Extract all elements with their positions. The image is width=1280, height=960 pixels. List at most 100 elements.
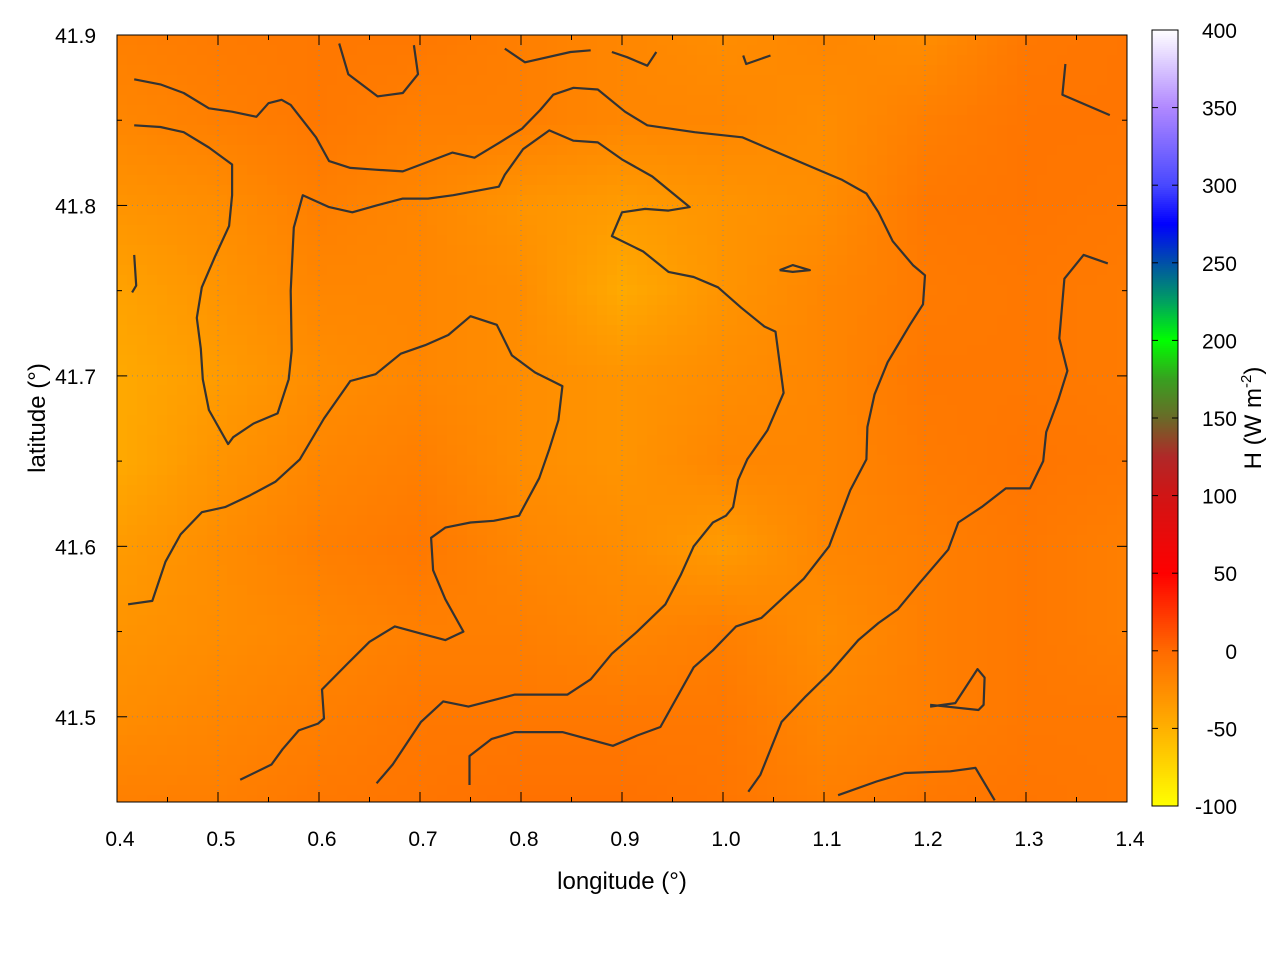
heatmap-cell — [907, 45, 918, 56]
heatmap-cell — [517, 315, 528, 326]
heatmap-cell — [497, 485, 508, 496]
heatmap-cell — [997, 475, 1008, 486]
heatmap-cell — [307, 75, 318, 86]
heatmap-cell — [637, 355, 648, 366]
heatmap-cell — [227, 505, 238, 516]
heatmap-cell — [497, 195, 508, 206]
heatmap-cell — [927, 355, 938, 366]
heatmap-cell — [337, 425, 348, 436]
heatmap-cell — [917, 85, 928, 96]
heatmap-cell — [557, 55, 568, 66]
heatmap-cell — [457, 315, 468, 326]
heatmap-cell — [727, 515, 738, 526]
heatmap-cell — [257, 195, 268, 206]
heatmap-cell — [587, 85, 598, 96]
heatmap-cell — [267, 85, 278, 96]
heatmap-cell — [877, 415, 888, 426]
heatmap-cell — [897, 185, 908, 196]
heatmap-cell — [587, 245, 598, 256]
heatmap-cell — [527, 245, 538, 256]
heatmap-cell — [697, 405, 708, 416]
heatmap-cell — [847, 145, 858, 156]
heatmap-cell — [1017, 155, 1028, 166]
heatmap-cell — [477, 485, 488, 496]
heatmap-cell — [167, 475, 178, 486]
heatmap-cell — [457, 505, 468, 516]
heatmap-cell — [227, 135, 238, 146]
heatmap-cell — [707, 185, 718, 196]
heatmap-cell — [1117, 235, 1128, 246]
heatmap-cell — [917, 495, 928, 506]
heatmap-cell — [937, 475, 948, 486]
heatmap-cell — [457, 95, 468, 106]
heatmap-cell — [737, 485, 748, 496]
heatmap-cell — [257, 175, 268, 186]
heatmap-cell — [407, 455, 418, 466]
heatmap-cell — [317, 465, 328, 476]
heatmap-cell — [707, 305, 718, 316]
heatmap-cell — [527, 135, 538, 146]
heatmap-cell — [877, 165, 888, 176]
heatmap-cell — [277, 215, 288, 226]
heatmap-cell — [477, 85, 488, 96]
heatmap-cell — [667, 495, 678, 506]
heatmap-cell — [347, 95, 358, 106]
heatmap-cell — [317, 75, 328, 86]
heatmap-cell — [247, 485, 258, 496]
heatmap-cell — [887, 465, 898, 476]
heatmap-cell — [367, 405, 378, 416]
heatmap-cell — [417, 475, 428, 486]
heatmap-cell — [837, 115, 848, 126]
heatmap-cell — [1117, 465, 1128, 476]
heatmap-cell — [787, 515, 798, 526]
heatmap-cell — [377, 525, 388, 536]
heatmap-cell — [157, 285, 168, 296]
heatmap-cell — [517, 245, 528, 256]
heatmap-cell — [717, 145, 728, 156]
heatmap-cell — [547, 475, 558, 486]
heatmap-cell — [397, 365, 408, 376]
heatmap-cell — [867, 215, 878, 226]
heatmap-cell — [977, 265, 988, 276]
heatmap-cell — [967, 265, 978, 276]
heatmap-cell — [227, 415, 238, 426]
heatmap-cell — [587, 315, 598, 326]
heatmap-cell — [607, 445, 618, 456]
heatmap-cell — [587, 95, 598, 106]
heatmap-cell — [377, 405, 388, 416]
heatmap-cell — [997, 455, 1008, 466]
heatmap-cell — [817, 395, 828, 406]
heatmap-cell — [777, 105, 788, 116]
heatmap-cell — [1037, 165, 1048, 176]
heatmap-cell — [817, 145, 828, 156]
heatmap-cell — [267, 415, 278, 426]
heatmap-cell — [997, 105, 1008, 116]
heatmap-cell — [817, 405, 828, 416]
heatmap-cell — [467, 505, 478, 516]
heatmap-cell — [947, 195, 958, 206]
heatmap-cell — [317, 505, 328, 516]
heatmap-cell — [137, 245, 148, 256]
heatmap-cell — [237, 195, 248, 206]
heatmap-cell — [677, 495, 688, 506]
heatmap-cell — [407, 205, 418, 216]
heatmap-cell — [677, 155, 688, 166]
heatmap-cell — [407, 395, 418, 406]
heatmap-cell — [807, 215, 818, 226]
heatmap-cell — [127, 325, 138, 336]
heatmap-cell — [757, 255, 768, 266]
heatmap-cell — [907, 395, 918, 406]
heatmap-cell — [1067, 85, 1078, 96]
heatmap-cell — [777, 425, 788, 436]
heatmap-cell — [927, 285, 938, 296]
heatmap-cell — [457, 365, 468, 376]
heatmap-cell — [567, 375, 578, 386]
heatmap-cell — [1077, 95, 1088, 106]
heatmap-cell — [377, 55, 388, 66]
heatmap-cell — [497, 445, 508, 456]
heatmap-cell — [217, 195, 228, 206]
heatmap-cell — [337, 495, 348, 506]
heatmap-cell — [357, 305, 368, 316]
heatmap-cell — [527, 325, 538, 336]
